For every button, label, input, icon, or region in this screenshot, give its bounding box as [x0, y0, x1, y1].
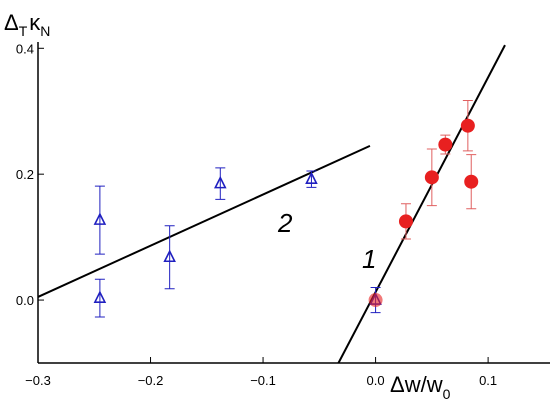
point	[438, 137, 453, 152]
x-axis-label: Δw/w0	[390, 372, 451, 402]
point	[398, 214, 413, 229]
point	[163, 249, 176, 263]
x-label-part: 0	[443, 386, 451, 402]
y-tick-label: 0.2	[16, 167, 34, 182]
error-bar	[215, 167, 226, 200]
series-label: 2	[277, 208, 293, 238]
point	[424, 170, 439, 185]
point	[460, 118, 475, 133]
y-label-part: κ	[29, 10, 41, 35]
series-label: 1	[362, 244, 376, 274]
y-axis-label: ΔTκN	[4, 10, 50, 39]
y-label-part: Δ	[4, 10, 19, 35]
error-bar	[94, 278, 105, 318]
fit-line	[37, 144, 371, 298]
x-tick-label: −0.2	[138, 373, 164, 388]
x-tick-label: −0.3	[25, 373, 51, 388]
y-tick-label: 0.4	[16, 41, 34, 56]
point	[464, 174, 479, 189]
point	[305, 171, 318, 185]
point	[214, 175, 227, 189]
error-bar	[94, 185, 105, 255]
y-tick-label: 0.0	[16, 293, 34, 308]
x-tick-label: 0.0	[367, 373, 385, 388]
error-bar	[164, 225, 175, 290]
point	[93, 290, 107, 303]
y-label-part: T	[19, 23, 28, 39]
y-label-part: N	[40, 23, 50, 39]
point	[368, 293, 383, 308]
x-tick-label: 0.1	[479, 373, 497, 388]
point	[93, 212, 107, 225]
fit-line	[337, 44, 506, 364]
x-label-part: Δw/w	[390, 372, 443, 397]
x-tick-label: −0.1	[250, 373, 276, 388]
